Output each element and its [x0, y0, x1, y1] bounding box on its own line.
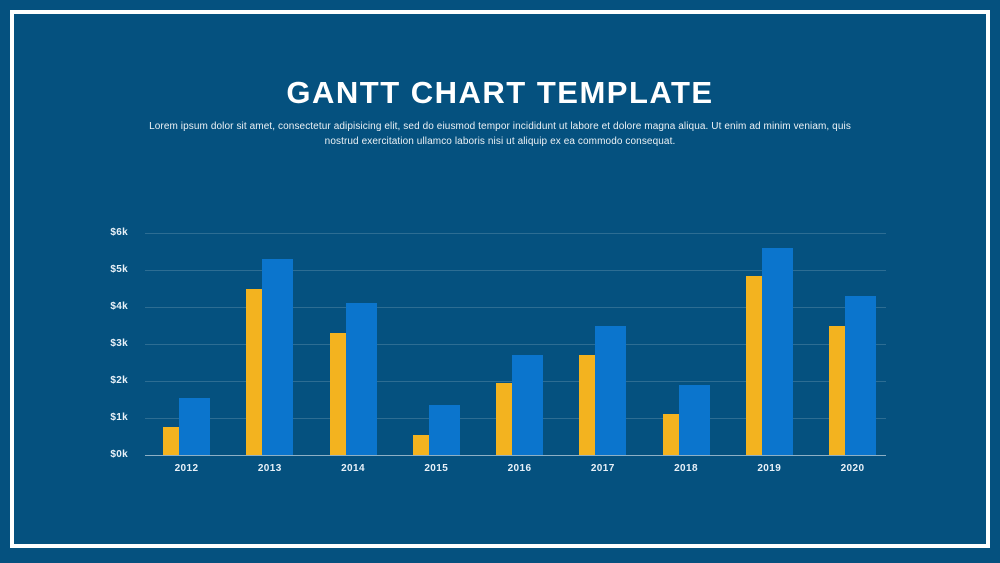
bar-series-2-2016 [512, 355, 543, 455]
bar-group-2018: 2018 [662, 233, 710, 474]
y-tick-label: $1k [110, 412, 128, 423]
bar-group-2019: 2019 [745, 233, 793, 474]
bar-group-2015: 2015 [412, 233, 460, 474]
bar-series-1-2014 [329, 332, 346, 455]
gridline [145, 455, 886, 456]
bar-series-1-2015 [412, 434, 429, 455]
bar-series-2-2013 [262, 258, 294, 455]
y-tick-label: $6k [110, 227, 128, 238]
bar-series-1-2017 [579, 355, 596, 455]
bars-row: 2012 2013 2014 2015 2016 2017 2018 2019 2020 [145, 233, 886, 474]
bar-group-2016: 2016 [496, 233, 543, 474]
y-tick-label: $0k [110, 449, 128, 460]
bar-series-1-2018 [662, 414, 679, 455]
bar-series-2-2017 [595, 325, 627, 455]
page-title: GANTT CHART TEMPLATE [286, 75, 714, 110]
y-tick-label: $3k [110, 338, 128, 349]
subtitle-line-2: nostrud exercitation ullamco laboris nis… [324, 136, 676, 147]
bar-series-1-2013 [246, 288, 263, 455]
bar-group-2012: 2012 [163, 233, 210, 474]
x-tick-label-2014: 2014 [341, 463, 365, 474]
gridline [145, 270, 886, 271]
x-tick-label-2020: 2020 [840, 463, 865, 474]
bar-series-2-2012 [179, 397, 210, 455]
y-tick-label: $5k [110, 264, 128, 275]
bar-series-1-2016 [496, 382, 512, 455]
bar-series-2-2014 [345, 303, 377, 455]
bar-group-2014: 2014 [329, 233, 377, 474]
x-tick-label-2017: 2017 [590, 463, 615, 474]
x-tick-label-2018: 2018 [674, 463, 698, 474]
x-tick-label-2013: 2013 [257, 463, 282, 474]
bar-series-1-2019 [745, 275, 762, 455]
bar-series-1-2020 [829, 325, 845, 455]
bar-series-2-2015 [428, 405, 460, 455]
bar-series-2-2019 [761, 247, 793, 455]
x-tick-label-2016: 2016 [507, 463, 532, 474]
bar-series-1-2012 [163, 427, 179, 455]
y-tick-label: $4k [110, 301, 128, 312]
gridline [145, 307, 886, 308]
x-tick-label-2019: 2019 [757, 463, 782, 474]
bar-series-2-2020 [845, 295, 876, 455]
bar-group-2013: 2013 [246, 233, 294, 474]
bar-group-2020: 2020 [829, 233, 876, 474]
bar-series-2-2018 [678, 384, 710, 455]
x-tick-label-2012: 2012 [174, 463, 199, 474]
gridline [145, 344, 886, 345]
y-tick-label: $2k [110, 375, 128, 386]
gridline [145, 233, 886, 234]
slide-subtitle: Lorem ipsum dolor sit amet, consectetur … [0, 119, 1000, 149]
subtitle-line-1: Lorem ipsum dolor sit amet, consectetur … [149, 121, 851, 132]
bar-group-2017: 2017 [579, 233, 627, 474]
slide-header: GANTT CHART TEMPLATE Lorem ipsum dolor s… [0, 76, 1000, 149]
x-tick-label-2015: 2015 [424, 463, 449, 474]
chart-plot-area: 2012 2013 2014 2015 2016 2017 2018 2019 2020 [145, 233, 886, 474]
